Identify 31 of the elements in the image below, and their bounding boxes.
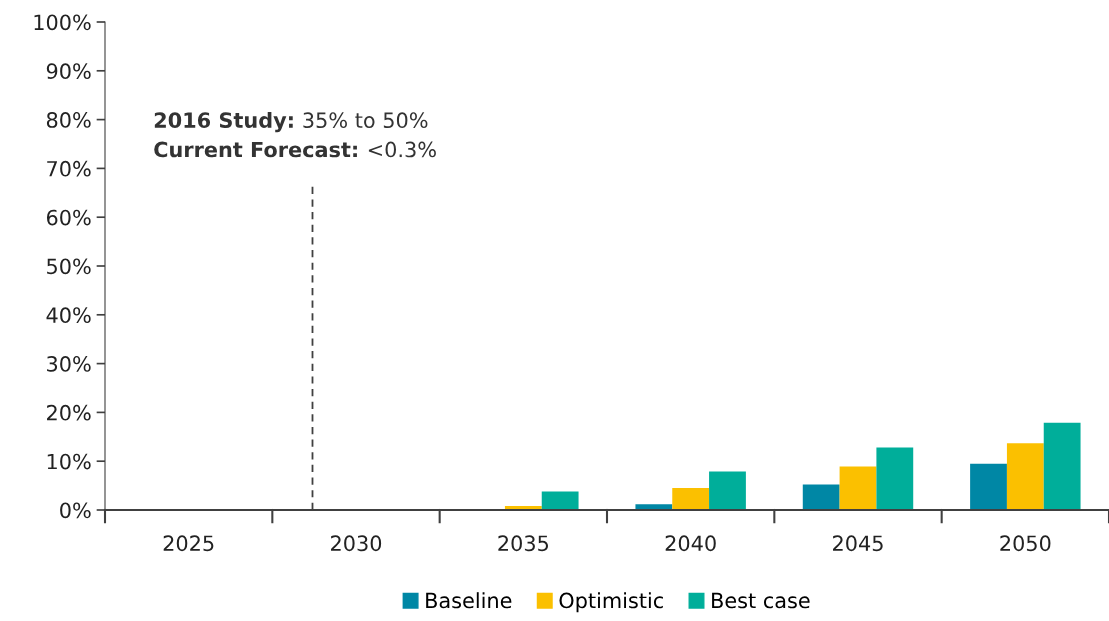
x-tick-label: 2040 — [665, 535, 716, 552]
y-tick-label: 100% — [34, 14, 91, 31]
y-tick-label: 90% — [46, 63, 91, 80]
y-tick-label: 70% — [47, 160, 91, 177]
y-tick-label: 60% — [46, 209, 91, 226]
legend-label: Optimistic — [559, 592, 663, 613]
y-tick-label: 10% — [47, 453, 91, 470]
bar — [1006, 443, 1044, 510]
x-tick-label: 2025 — [163, 535, 214, 552]
x-tick-label: 2030 — [331, 535, 382, 552]
x-tick-label: 2050 — [1000, 535, 1051, 552]
y-tick-label: 0% — [60, 502, 91, 519]
bar — [970, 463, 1007, 510]
bar — [1043, 422, 1081, 510]
legend-label: Baseline — [426, 592, 512, 609]
y-tick-label: 30% — [47, 356, 91, 372]
annotation: 2016 Study: 35% to 50% — [154, 111, 428, 133]
x-tick-label: 2045 — [833, 535, 883, 552]
bar — [802, 484, 840, 510]
bar — [541, 491, 579, 510]
y-tick-label: 20% — [47, 404, 91, 421]
x-tick-label: 2035 — [498, 535, 549, 552]
bar — [672, 488, 710, 510]
y-tick-label: 80% — [46, 112, 91, 128]
bar — [876, 447, 914, 510]
bar — [839, 466, 877, 510]
y-tick-label: 50% — [47, 258, 91, 275]
bar — [709, 471, 746, 510]
y-tick-label: 40% — [46, 307, 91, 324]
legend-label: Best case — [712, 592, 810, 609]
annotation: Current Forecast: <0.3% — [154, 141, 436, 158]
